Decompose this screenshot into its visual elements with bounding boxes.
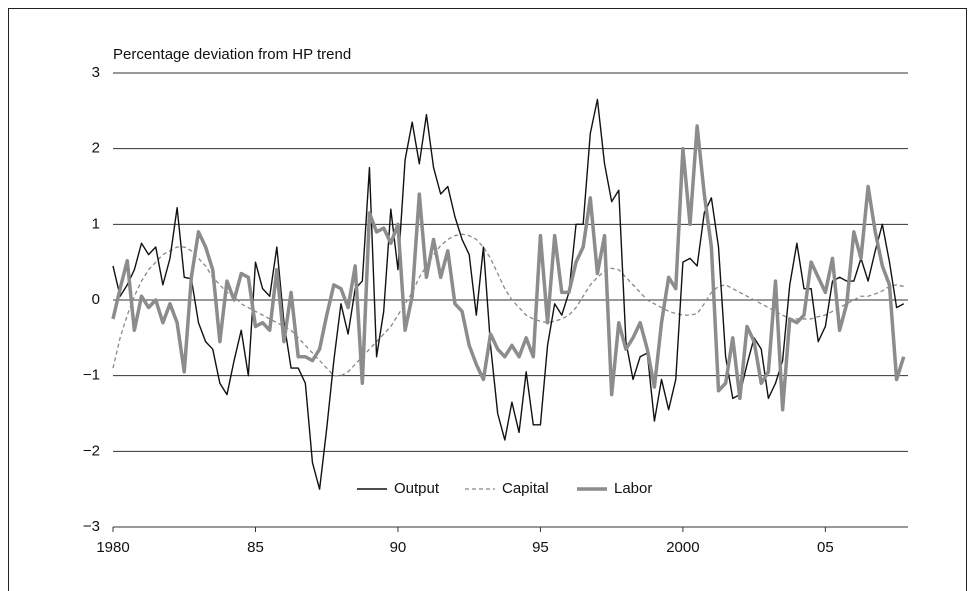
x-tick-label: 1980: [96, 539, 129, 556]
y-tick-label: −2: [83, 442, 100, 459]
y-tick-label: 2: [92, 140, 100, 157]
series-line: [112, 233, 904, 377]
legend-label: Output: [394, 480, 440, 497]
x-tick-label: 2000: [666, 539, 699, 556]
legend-label: Labor: [614, 480, 652, 497]
frame: [8, 8, 967, 591]
series-line: [112, 98, 905, 490]
x-tick-label: 05: [817, 539, 834, 556]
y-tick-label: 3: [92, 64, 100, 81]
x-tick-label: 95: [532, 539, 549, 556]
chart-title: Percentage deviation from HP trend: [113, 46, 351, 63]
x-tick-label: 85: [247, 539, 264, 556]
series-line: [111, 124, 906, 412]
legend-label: Capital: [502, 480, 549, 497]
y-tick-label: 1: [92, 215, 100, 232]
y-tick-label: 0: [92, 291, 100, 308]
y-tick-label: −1: [83, 367, 100, 384]
x-tick-label: 90: [390, 539, 407, 556]
y-tick-label: −3: [83, 518, 100, 535]
